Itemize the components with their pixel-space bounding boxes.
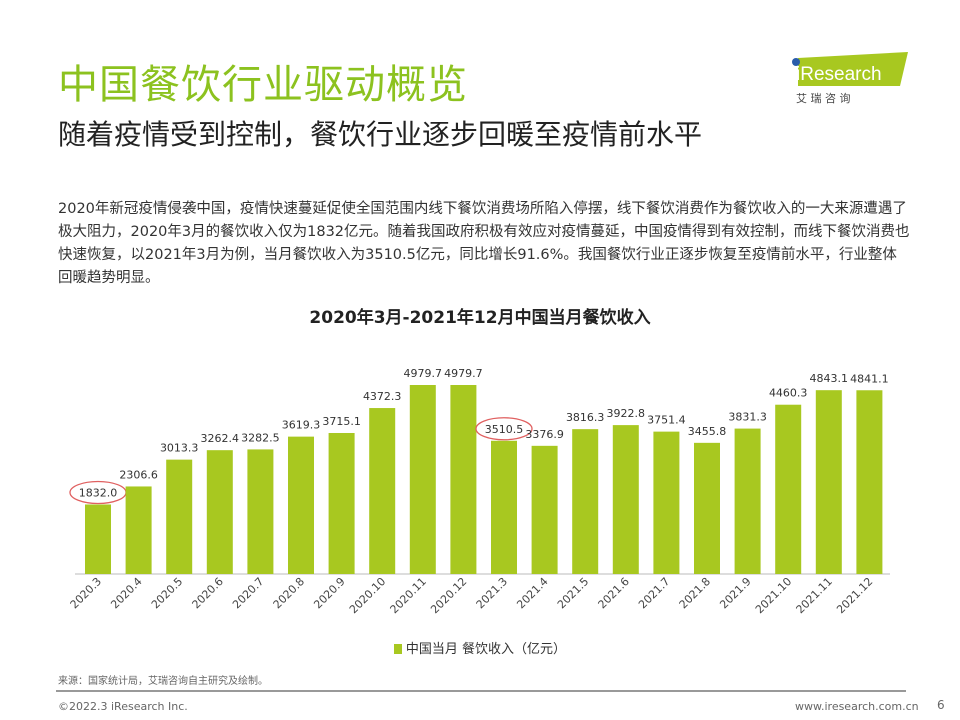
legend-label: 中国当月 餐饮收入（亿元） bbox=[405, 642, 567, 657]
x-tick-label: 2021.3 bbox=[474, 575, 510, 611]
bar bbox=[612, 425, 639, 574]
x-tick-label: 2021.11 bbox=[794, 575, 835, 616]
bar bbox=[450, 385, 477, 574]
x-tick-label: 2020.11 bbox=[388, 575, 429, 616]
data-label: 3013.3 bbox=[160, 442, 199, 455]
data-label: 4372.3 bbox=[363, 390, 402, 403]
data-label: 3922.8 bbox=[607, 407, 646, 420]
bar bbox=[409, 385, 436, 574]
bar-chart: 1832.0 2020.3 2306.6 2020.4 3013.3 2020.5 3262… bbox=[68, 367, 890, 616]
x-tick-label: 2020.12 bbox=[428, 575, 469, 616]
source-note: 来源：国家统计局，艾瑞咨询自主研究及绘制。 bbox=[58, 676, 268, 687]
data-label: 3751.4 bbox=[647, 414, 686, 427]
bar bbox=[206, 450, 233, 574]
x-tick-label: 2020.7 bbox=[230, 575, 266, 611]
x-tick-label: 2021.8 bbox=[677, 575, 713, 611]
data-label: 4979.7 bbox=[444, 367, 483, 380]
legend-swatch bbox=[393, 644, 402, 654]
x-tick-label: 2020.4 bbox=[108, 575, 144, 611]
x-tick-label: 2020.9 bbox=[311, 575, 347, 611]
bar bbox=[166, 459, 193, 574]
bar bbox=[247, 449, 274, 574]
data-label: 3455.8 bbox=[688, 425, 727, 438]
bar bbox=[694, 442, 720, 574]
bar bbox=[369, 408, 396, 574]
bar bbox=[328, 432, 355, 574]
data-label: 3510.5 bbox=[485, 423, 524, 436]
data-label: 3619.3 bbox=[282, 419, 321, 432]
data-label: 4460.3 bbox=[769, 387, 808, 400]
x-tick-label: 2020.3 bbox=[68, 575, 104, 611]
x-tick-label: 2021.9 bbox=[717, 575, 753, 611]
chart-title: 2020年3月-2021年12月中国当月餐饮收入 bbox=[309, 308, 651, 328]
bar bbox=[775, 404, 802, 574]
bar bbox=[125, 486, 152, 574]
iresearch-logo: iResearch 艾 瑞 咨 询 bbox=[790, 52, 910, 105]
x-tick-label: 2020.6 bbox=[190, 575, 226, 611]
body-text: 2020年新冠疫情侵袭中国，疫情快速蔓延促使全国范围内线下餐饮消费场所陷入停摆，… bbox=[58, 201, 910, 286]
data-label: 3376.9 bbox=[525, 428, 564, 441]
x-tick-label: 2021.7 bbox=[636, 575, 672, 611]
bar bbox=[288, 436, 314, 574]
bar bbox=[531, 445, 558, 574]
page-number: 6 bbox=[937, 698, 945, 712]
bar bbox=[734, 428, 761, 574]
x-tick-label: 2021.5 bbox=[555, 575, 591, 611]
bar bbox=[856, 390, 883, 574]
logo-cn: 艾 瑞 咨 询 bbox=[796, 91, 851, 104]
data-label: 3831.3 bbox=[728, 411, 767, 424]
data-label: 4843.1 bbox=[810, 372, 849, 385]
footer-divider bbox=[56, 690, 906, 692]
bar bbox=[85, 504, 111, 574]
data-label: 3816.3 bbox=[566, 411, 605, 424]
page-title: 中国餐饮行业驱动概览 bbox=[58, 62, 468, 108]
data-label: 3282.5 bbox=[241, 431, 280, 444]
bar bbox=[572, 429, 599, 574]
page-subtitle: 随着疫情受到控制，餐饮行业逐步回暖至疫情前水平 bbox=[58, 118, 703, 151]
website-link[interactable]: www.iresearch.com.cn bbox=[795, 700, 919, 713]
x-tick-label: 2021.6 bbox=[596, 575, 632, 611]
data-label: 3262.4 bbox=[201, 432, 240, 445]
data-label: 3715.1 bbox=[322, 415, 361, 428]
copyright: ©2022.3 iResearch Inc. bbox=[58, 700, 188, 713]
highlight-circle bbox=[475, 417, 533, 441]
x-tick-label: 2020.8 bbox=[271, 575, 307, 611]
data-label: 4979.7 bbox=[404, 367, 443, 380]
bar bbox=[491, 440, 517, 574]
data-label: 2306.6 bbox=[119, 468, 158, 481]
logo-text: iResearch bbox=[796, 64, 882, 85]
data-label: 4841.1 bbox=[850, 372, 889, 385]
x-tick-label: 2021.10 bbox=[753, 575, 794, 616]
data-label: 1832.0 bbox=[79, 486, 118, 499]
bar bbox=[653, 431, 680, 574]
x-tick-label: 2021.12 bbox=[834, 575, 875, 616]
x-tick-label: 2020.10 bbox=[347, 575, 388, 616]
bar bbox=[815, 390, 842, 574]
chart-legend: 中国当月 餐饮收入（亿元） bbox=[0, 638, 960, 657]
x-tick-label: 2020.5 bbox=[149, 575, 185, 611]
x-tick-label: 2021.4 bbox=[514, 575, 550, 611]
